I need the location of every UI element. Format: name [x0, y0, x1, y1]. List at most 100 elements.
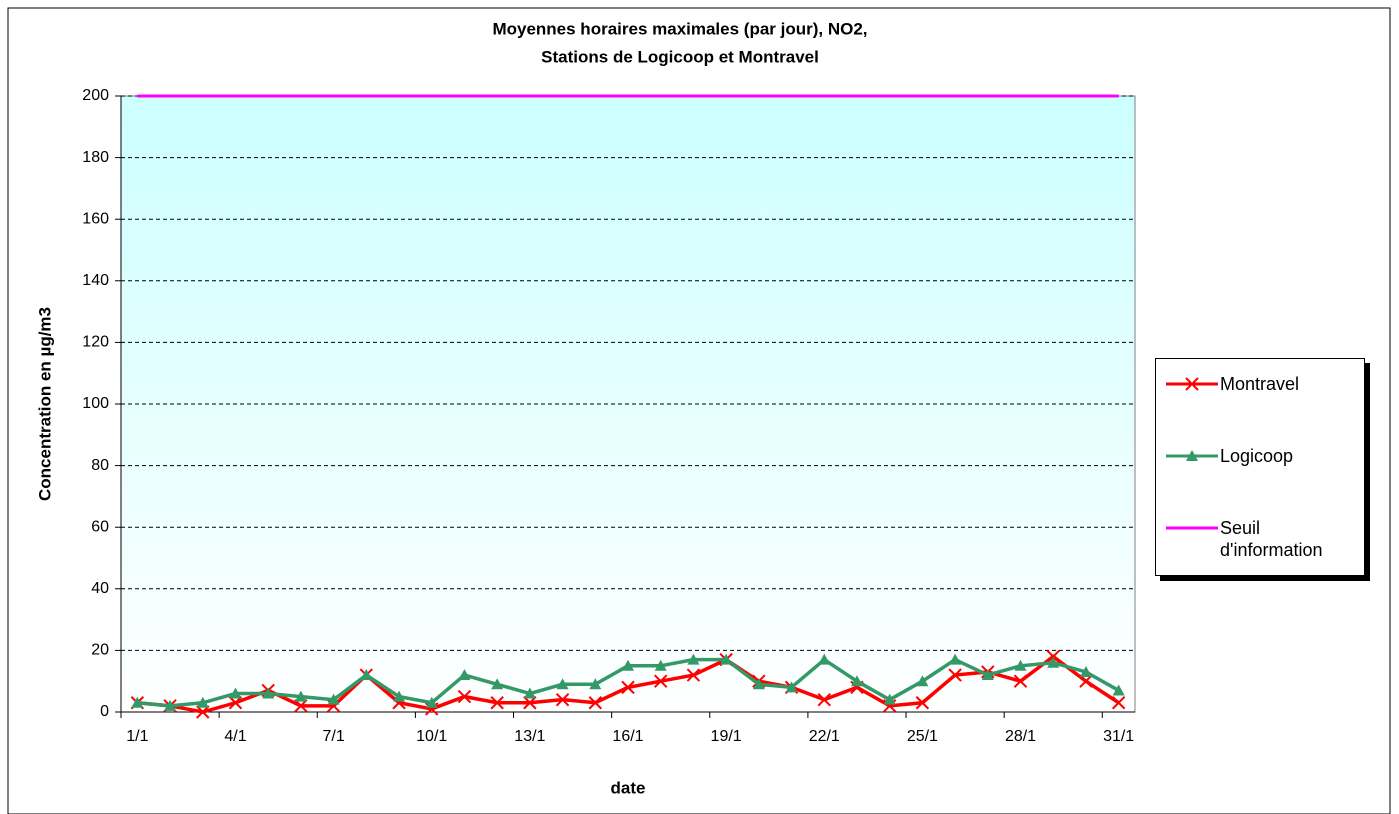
marker: [621, 680, 635, 695]
marker: [1111, 696, 1126, 710]
marker: [555, 692, 570, 707]
marker: [294, 699, 308, 713]
y-tick-label: 0: [100, 703, 109, 720]
legend-label: Montravel: [1220, 374, 1300, 394]
marker: [294, 690, 307, 702]
marker-x: [294, 699, 308, 713]
marker: [196, 696, 209, 708]
legend-swatch: [1166, 450, 1218, 461]
marker-x: [817, 692, 831, 707]
marker: [752, 678, 765, 690]
marker: [491, 678, 504, 690]
marker: [654, 674, 668, 688]
marker: [1185, 377, 1199, 391]
marker-x: [654, 674, 668, 688]
y-tick-label: 20: [91, 642, 109, 659]
x-tick-label: 7/1: [322, 728, 344, 745]
marker: [883, 693, 896, 705]
marker: [229, 687, 242, 699]
marker: [1013, 674, 1028, 688]
marker: [1046, 649, 1060, 664]
marker: [1014, 659, 1027, 671]
marker-x: [1046, 649, 1060, 664]
marker: [850, 675, 863, 687]
marker: [817, 692, 831, 707]
legend-label: Seuil d'information: [1220, 518, 1323, 560]
marker: [327, 693, 340, 705]
marker: [393, 690, 406, 702]
y-tick-label: 160: [82, 210, 109, 227]
y-tick-label: 120: [82, 334, 109, 351]
marker: [654, 659, 667, 671]
marker: [915, 696, 930, 710]
marker-x: [686, 668, 701, 682]
marker-x: [588, 696, 602, 710]
marker-x: [1079, 674, 1093, 688]
marker-x: [948, 668, 962, 682]
legend-item: Logicoop: [1164, 445, 1364, 467]
y-tick-label: 60: [91, 518, 109, 535]
marker: [1112, 684, 1125, 696]
marker: [425, 696, 438, 708]
marker: [360, 669, 373, 681]
legend: Montravel Logicoop Seuil d'information: [1155, 358, 1365, 576]
marker: [1047, 656, 1060, 668]
marker: [1186, 450, 1198, 461]
y-axis-label: Concentration en µg/m3: [35, 307, 54, 501]
legend-swatch: [1166, 377, 1218, 391]
marker-x: [1111, 696, 1126, 710]
legend-swatch: [1166, 526, 1218, 530]
marker-x: [1013, 674, 1028, 688]
marker: [457, 689, 472, 704]
x-tick-label: 22/1: [809, 728, 840, 745]
marker: [164, 699, 177, 711]
x-tick-label: 16/1: [612, 728, 643, 745]
marker: [687, 653, 700, 665]
marker-x: [621, 680, 635, 695]
marker: [589, 678, 602, 690]
marker-x: [196, 705, 210, 719]
x-axis-label: date: [611, 778, 646, 797]
marker: [916, 675, 929, 687]
y-tick-label: 40: [91, 580, 109, 597]
chart-border: [7, 7, 1391, 814]
marker-x: [490, 696, 504, 710]
marker: [949, 653, 962, 665]
marker: [588, 696, 602, 710]
y-tick-label: 100: [82, 395, 109, 412]
marker: [490, 696, 504, 710]
marker: [622, 659, 634, 671]
legend-item: Montravel: [1164, 373, 1364, 395]
marker: [785, 681, 798, 693]
legend-label: Logicoop: [1220, 446, 1294, 466]
marker: [686, 668, 701, 682]
marker: [981, 669, 994, 681]
marker: [228, 696, 243, 710]
chart-title: Stations de Logicoop et Montravel: [541, 47, 819, 66]
marker: [556, 678, 569, 690]
y-tick-label: 80: [91, 457, 109, 474]
x-tick-label: 1/1: [126, 728, 148, 745]
marker: [948, 668, 962, 682]
marker: [131, 696, 144, 708]
x-tick-label: 4/1: [224, 728, 246, 745]
x-tick-label: 28/1: [1005, 728, 1036, 745]
marker-x: [1185, 377, 1199, 391]
marker-x: [915, 696, 930, 710]
marker: [818, 653, 831, 665]
x-tick-label: 13/1: [514, 728, 545, 745]
y-tick-label: 180: [82, 149, 109, 166]
marker: [262, 687, 275, 699]
marker: [1079, 674, 1093, 688]
marker: [1079, 665, 1092, 677]
marker: [523, 696, 537, 710]
marker-x: [523, 696, 537, 710]
x-tick-label: 19/1: [711, 728, 742, 745]
marker: [196, 705, 210, 719]
x-tick-label: 25/1: [907, 728, 938, 745]
x-tick-label: 31/1: [1103, 728, 1134, 745]
marker-x: [457, 689, 472, 704]
y-tick-label: 140: [82, 272, 109, 289]
